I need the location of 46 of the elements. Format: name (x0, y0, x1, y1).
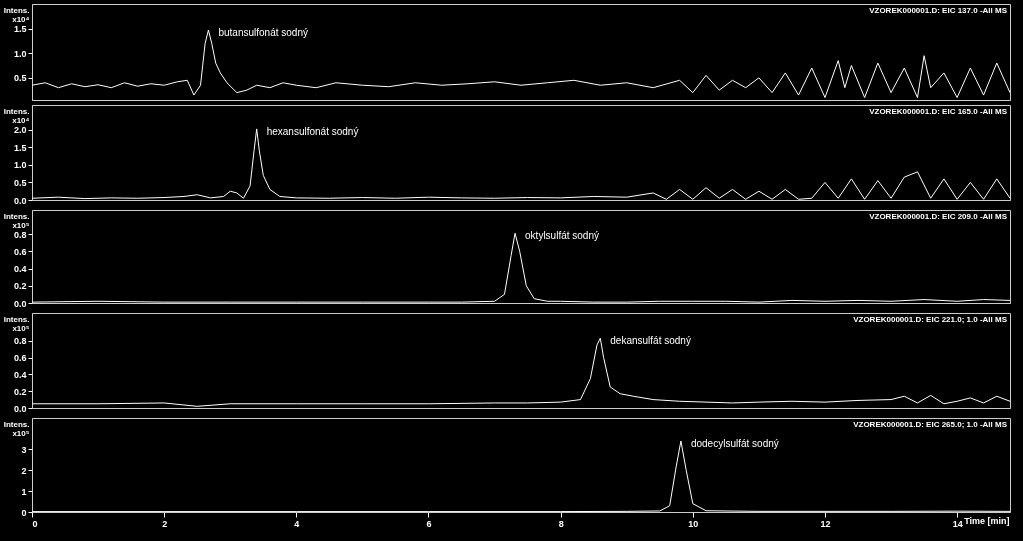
annotation: VZOREK000001.D: EIC 165.0 -All MS (869, 107, 1008, 116)
x-tick-label: 12 (820, 518, 831, 529)
y-tick-label: 1 (21, 486, 27, 497)
annotation: oktylsulfát sodný (525, 230, 599, 242)
y-axis-title: Intens. x10⁵ (3, 211, 30, 230)
x-tick-label: 0 (32, 518, 38, 529)
x-tick-label: 2 (162, 518, 168, 529)
annotation: VZOREK000001.D: EIC 265.0; 1.0 -All MS (853, 420, 1008, 429)
y-tick-label: 0.5 (13, 177, 27, 188)
annotation: VZOREK000001.D: EIC 221.0; 1.0 -All MS (853, 315, 1008, 324)
x-tick-label: 14 (952, 518, 963, 529)
x-tick-label: 6 (426, 518, 432, 529)
y-tick-label: 1.0 (13, 160, 27, 171)
y-tick-label: 0.2 (13, 386, 27, 397)
annotation: VZOREK000001.D: EIC 209.0 -All MS (869, 212, 1008, 221)
y-tick-label: 0.4 (13, 369, 27, 380)
y-tick-label: 0.6 (13, 353, 27, 364)
y-tick-label: 1.0 (13, 48, 27, 59)
x-tick-label: 10 (688, 518, 699, 529)
y-tick-label: 0.6 (13, 246, 27, 257)
annotation: hexansulfonát sodný (266, 125, 359, 137)
annotation: VZOREK000001.D: EIC 137.0 -All MS (869, 6, 1008, 15)
y-tick-label: 0.8 (13, 229, 27, 240)
x-axis-title: Time [min] (964, 515, 1010, 526)
annotation: dodecylsulfát sodný (690, 437, 779, 449)
y-tick-label: 2 (21, 465, 27, 476)
y-axis-title: Intens. x10⁴ (3, 106, 30, 125)
y-tick-label: 1.5 (13, 142, 27, 153)
y-tick-label: 0 (21, 507, 27, 518)
y-tick-label: 0.0 (13, 298, 27, 309)
y-tick-label: 0.8 (13, 336, 27, 347)
y-tick-label: 0.5 (13, 73, 27, 84)
y-tick-label: 2.0 (13, 125, 27, 136)
y-tick-label: 0.0 (13, 195, 27, 206)
y-axis-title: Intens. x10⁵ (3, 419, 30, 438)
y-tick-label: 0.4 (13, 264, 27, 275)
y-axis-title: Intens. x10⁴ (3, 5, 30, 24)
y-tick-label: 0.2 (13, 281, 27, 292)
y-axis-title: Intens. x10⁵ (3, 314, 30, 333)
x-tick-label: 8 (558, 518, 564, 529)
annotation: butansulfonát sodný (218, 27, 308, 39)
x-tick-label: 4 (294, 518, 300, 529)
y-tick-label: 1.5 (13, 24, 27, 35)
y-tick-label: 3 (21, 444, 27, 455)
y-tick-label: 0.0 (13, 403, 27, 414)
annotation: dekansulfát sodný (610, 335, 691, 347)
